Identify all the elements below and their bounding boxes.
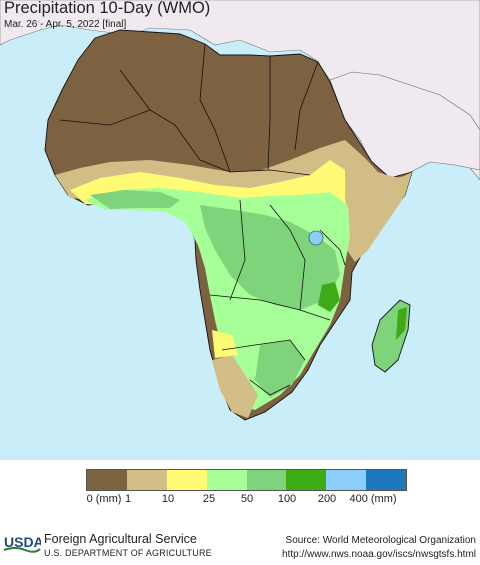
map-title: Precipitation 10-Day (WMO)	[4, 0, 211, 17]
legend-swatch-2	[166, 470, 207, 490]
country-borders	[59, 43, 346, 396]
usda-logo-icon: USDA	[3, 534, 41, 553]
legend-tick-label: 1	[124, 493, 132, 505]
legend-color-bar	[86, 469, 407, 491]
tanzania-dark-green	[318, 282, 340, 312]
agency-name: Foreign Agricultural Service	[44, 532, 197, 546]
legend-swatch-5	[286, 470, 327, 490]
legend-swatch-1	[126, 470, 167, 490]
legend-tick-label: 25	[202, 493, 216, 505]
department-name: U.S. DEPARTMENT OF AGRICULTURE	[44, 548, 212, 558]
legend-tick-label: 100	[277, 493, 297, 505]
congo-green-patch	[200, 205, 340, 310]
southern-tan	[212, 355, 258, 418]
legend-tick-label: 0 (mm)	[86, 493, 122, 505]
legend-tick-label: 50	[240, 493, 254, 505]
usda-logo-text: USDA	[4, 534, 41, 550]
madagascar-east-green	[396, 307, 407, 340]
horn-tan	[345, 160, 412, 240]
legend-swatch-4	[246, 470, 287, 490]
legend-tick-label: 200	[317, 493, 337, 505]
footer: USDA Foreign Agricultural Service U.S. D…	[0, 530, 480, 565]
legend-tick-label: 10	[161, 493, 175, 505]
lake-victoria	[308, 230, 324, 246]
southern-yellow	[212, 330, 238, 358]
africa-map-svg	[0, 0, 480, 421]
legend-swatch-7	[366, 470, 406, 490]
precipitation-map: Precipitation 10-Day (WMO) Mar. 26 - Apr…	[0, 0, 480, 460]
legend-swatch-6	[326, 470, 367, 490]
southern-green	[255, 340, 305, 398]
legend-swatch-0	[87, 470, 127, 490]
legend-tick-label: 400 (mm)	[349, 493, 397, 505]
west-africa-green	[90, 190, 180, 209]
source-text: Source: World Meteorological Organizatio…	[285, 535, 476, 546]
arabia-landmass	[329, 71, 480, 179]
legend: 0 (mm) 1 10 25 50 100 200 400 (mm)	[0, 460, 480, 530]
source-url[interactable]: http://www.nws.noaa.gov/iscs/nwsgtsfs.ht…	[282, 549, 476, 560]
legend-swatch-3	[206, 470, 247, 490]
map-subtitle: Mar. 26 - Apr. 5, 2022 [final]	[4, 19, 127, 30]
